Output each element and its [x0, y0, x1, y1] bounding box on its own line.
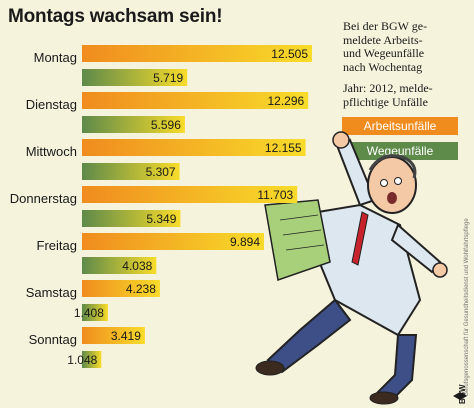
chart-description: Bei der BGW ge- meldete Arbeits- und Weg… [343, 19, 461, 109]
value-label-wegeunfaelle: 1.048 [67, 353, 97, 367]
bar-wegeunfaelle [82, 210, 181, 227]
category-label: Sonntag [29, 332, 77, 347]
category-label: Freitag [37, 238, 77, 253]
note-line: Jahr: 2012, melde- [343, 81, 433, 95]
bar-arbeitsunfaelle [82, 280, 160, 297]
bar-arbeitsunfaelle [82, 92, 309, 109]
value-label-arbeitsunfaelle: 12.155 [265, 141, 302, 155]
description-line: und Wegeunfälle [343, 46, 425, 60]
description-line: nach Wochentag [343, 59, 423, 74]
value-label-arbeitsunfaelle: 4.238 [126, 282, 156, 296]
value-label-arbeitsunfaelle: 3.419 [111, 329, 141, 343]
value-label-arbeitsunfaelle: 11.703 [257, 188, 293, 202]
falling-doctor-illustration [255, 131, 448, 405]
bar-wegeunfaelle [82, 351, 102, 368]
value-label-wegeunfaelle: 5.307 [146, 165, 176, 179]
description-line: Bei der BGW ge- [343, 19, 428, 33]
category-label: Montag [34, 50, 77, 65]
value-label-wegeunfaelle: 5.596 [151, 118, 181, 132]
bar-wegeunfaelle [82, 116, 185, 133]
value-label-arbeitsunfaelle: 9.894 [230, 235, 260, 249]
bar-wegeunfaelle [82, 304, 108, 321]
legend-item-wegeunfaelle: Wegeunfälle [342, 142, 458, 160]
value-label-wegeunfaelle: 5.349 [146, 212, 176, 226]
bars-group: Montag 12.505 5.719 Dienstag 12.296 5.596 Mitt… [10, 45, 312, 368]
chart-title: Montags wachsam sein! [8, 6, 223, 27]
bgw-logo-text: BGW [458, 384, 467, 404]
bgw-logo-icon [453, 392, 467, 400]
category-label: Donnerstag [10, 191, 77, 206]
bar-arbeitsunfaelle [82, 45, 312, 62]
bar-arbeitsunfaelle [82, 139, 306, 156]
bar-wegeunfaelle [82, 69, 188, 86]
bar-wegeunfaelle [82, 163, 180, 180]
description-line: meldete Arbeits- [343, 32, 423, 47]
legend-item-arbeitsunfaelle: Arbeitsunfälle [342, 117, 458, 135]
value-label-arbeitsunfaelle: 12.505 [271, 47, 308, 61]
bar-arbeitsunfaelle [82, 186, 298, 203]
bar-arbeitsunfaelle [82, 233, 264, 250]
value-label-wegeunfaelle: 5.719 [153, 71, 183, 85]
category-label: Mittwoch [26, 144, 77, 159]
category-label: Samstag [26, 285, 77, 300]
category-label: Dienstag [26, 97, 77, 112]
bar-arbeitsunfaelle [82, 327, 145, 344]
value-label-arbeitsunfaelle: 12.296 [267, 94, 304, 108]
value-label-wegeunfaelle: 4.038 [122, 259, 152, 273]
value-label-wegeunfaelle: 1.408 [74, 306, 104, 320]
bar-wegeunfaelle [82, 257, 157, 274]
note-line: pflichtige Unfälle [343, 94, 428, 109]
